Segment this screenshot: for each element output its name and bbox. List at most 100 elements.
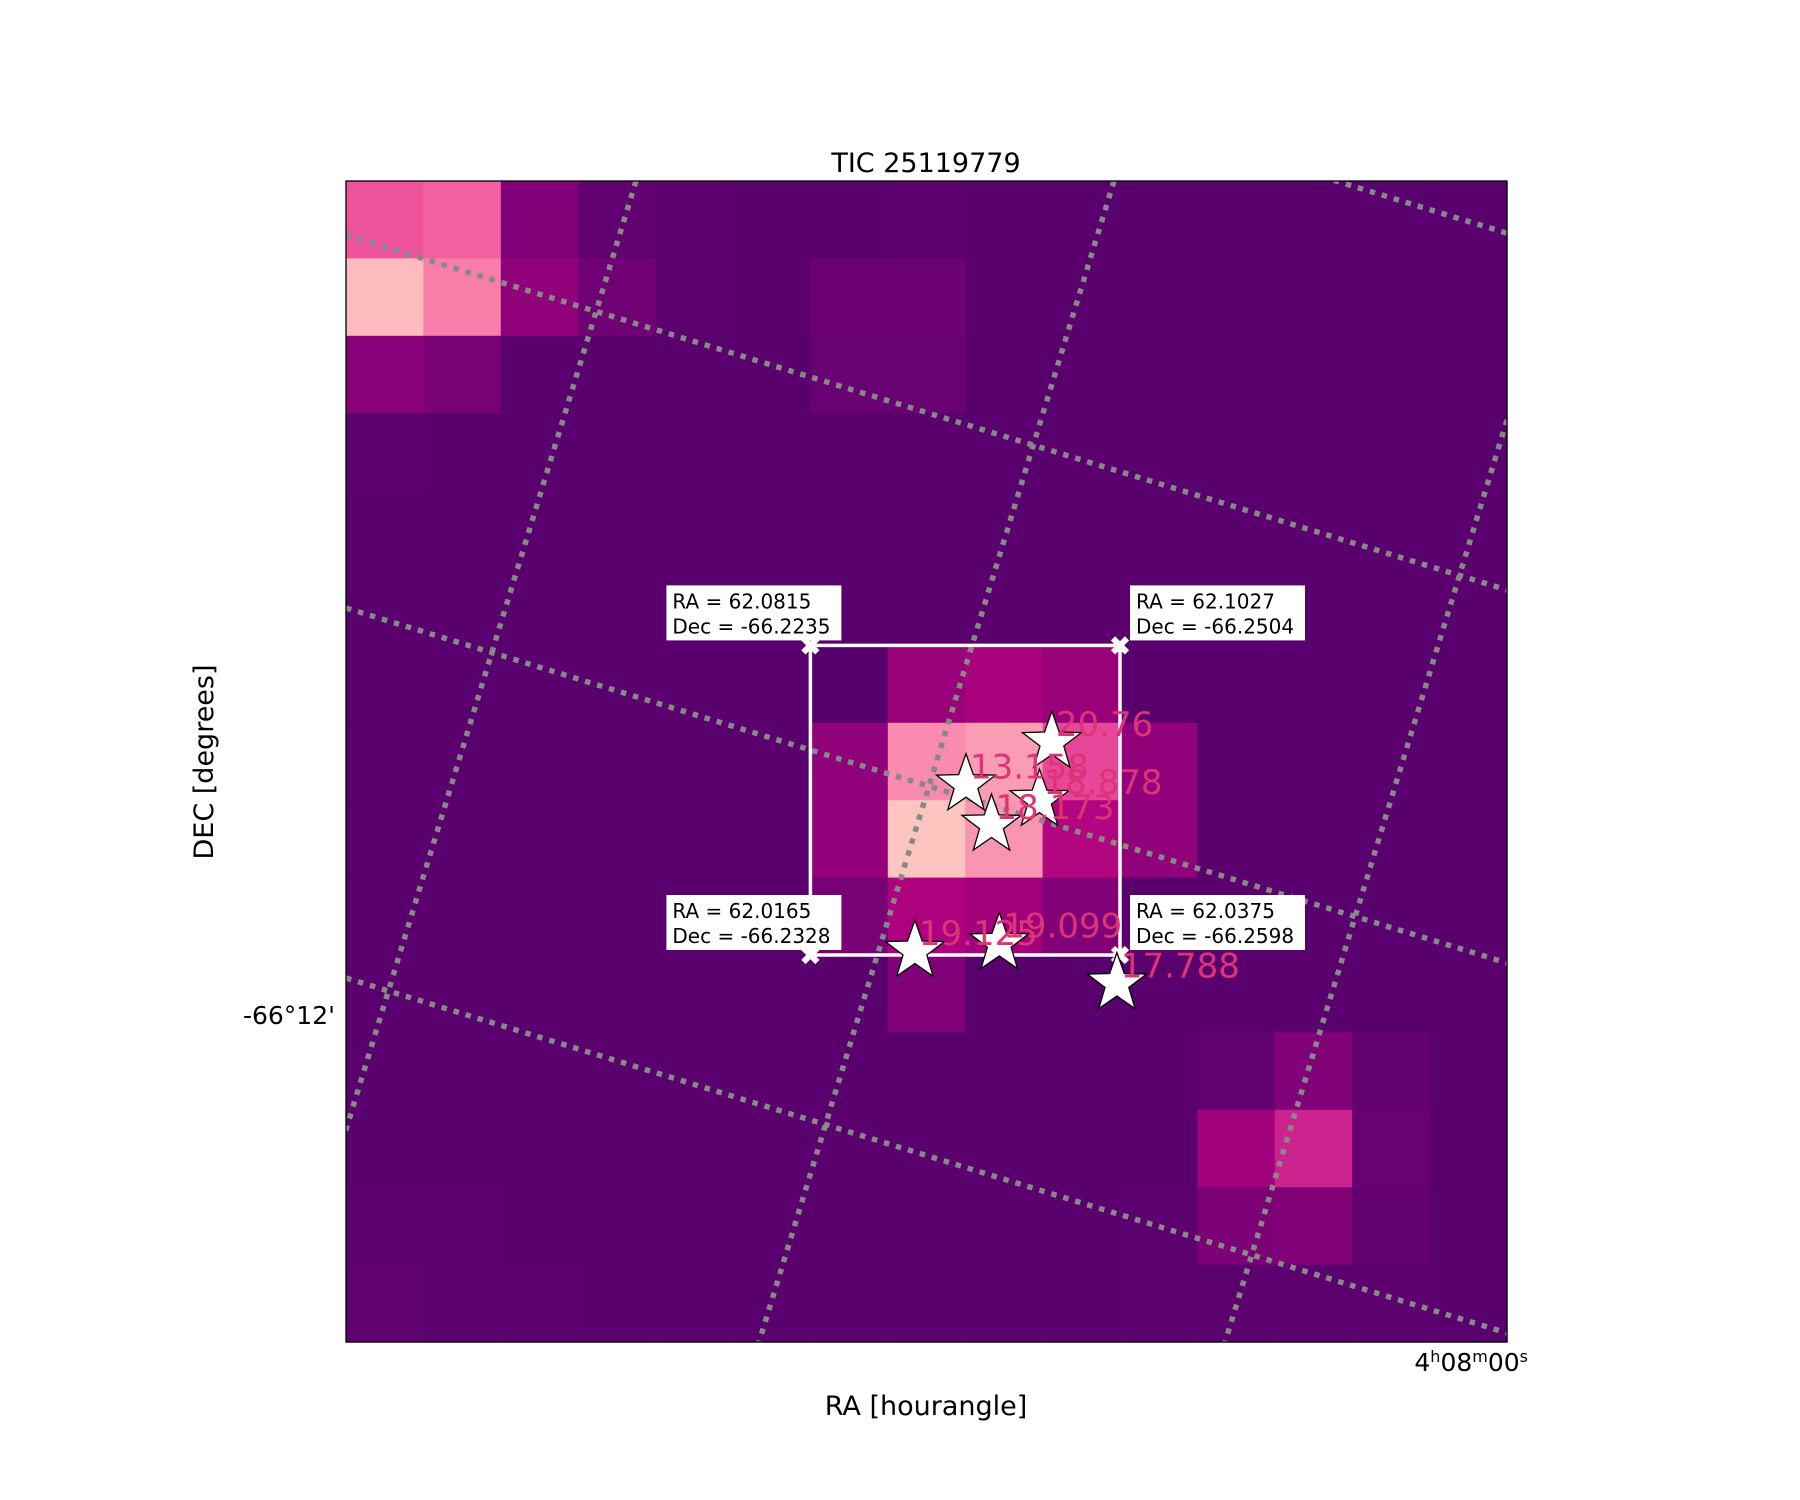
heatmap-cell [1043, 1187, 1121, 1265]
heatmap-cell [501, 1187, 579, 1265]
heatmap-cell [578, 336, 656, 414]
heatmap-cell [733, 258, 811, 336]
heatmap-cell [965, 1187, 1043, 1265]
heatmap-cell [578, 955, 656, 1033]
heatmap-cell [810, 800, 888, 878]
heatmap-cell [1197, 1110, 1275, 1188]
heatmap-cell [423, 336, 501, 414]
heatmap-cell [578, 1187, 656, 1265]
heatmap-cell [656, 723, 734, 801]
heatmap-cell [1430, 955, 1508, 1033]
heatmap-cell [656, 955, 734, 1033]
heatmap-cell [346, 800, 424, 878]
heatmap-cell [888, 181, 966, 259]
heatmap-cell [656, 1032, 734, 1110]
corner-dec-label: Dec = -66.2598 [1136, 924, 1294, 948]
heatmap-cell [1275, 800, 1353, 878]
heatmap-cell [965, 1032, 1043, 1110]
heatmap-cell [656, 1110, 734, 1188]
heatmap-cell [501, 645, 579, 723]
heatmap-cell [501, 1265, 579, 1343]
heatmap-cell [1430, 800, 1508, 878]
heatmap-cell [1120, 1265, 1198, 1343]
heatmap-cell [1352, 491, 1430, 569]
heatmap-cell [888, 568, 966, 646]
heatmap-cell [423, 723, 501, 801]
corner-dec-label: Dec = -66.2328 [672, 924, 830, 948]
corner-ra-label: RA = 62.0375 [1136, 899, 1275, 923]
corner-dec-label: Dec = -66.2235 [672, 614, 830, 638]
heatmap-cell [346, 723, 424, 801]
heatmap-cell [578, 800, 656, 878]
heatmap-cell [423, 258, 501, 336]
heatmap-cell [810, 645, 888, 723]
heatmap-cell [1275, 413, 1353, 491]
heatmap-cell [810, 413, 888, 491]
heatmap-cell [1430, 645, 1508, 723]
heatmap-cell [1275, 181, 1353, 259]
heatmap-cell [656, 1265, 734, 1343]
heatmap-cell [733, 181, 811, 259]
heatmap-cell [1352, 336, 1430, 414]
heatmap-cell [1120, 1032, 1198, 1110]
heatmap-cell [1352, 1032, 1430, 1110]
heatmap-cell [578, 568, 656, 646]
heatmap-cell [1197, 413, 1275, 491]
heatmap-cell [1430, 1110, 1508, 1188]
heatmap-cell [888, 800, 966, 878]
heatmap-cell [810, 955, 888, 1033]
heatmap-cell [810, 1187, 888, 1265]
heatmap-cell [656, 491, 734, 569]
heatmap-cell [810, 1265, 888, 1343]
heatmap-cell [501, 336, 579, 414]
heatmap-cell [1043, 1110, 1121, 1188]
heatmap-cell [346, 336, 424, 414]
x-axis-label: RA [hourangle] [825, 1391, 1028, 1422]
heatmap-cell [1043, 1032, 1121, 1110]
heatmap-cell [501, 181, 579, 259]
heatmap [346, 181, 1508, 1343]
heatmap-cell [346, 878, 424, 956]
heatmap-cell [888, 1032, 966, 1110]
heatmap-cell [1430, 258, 1508, 336]
heatmap-cell [1197, 336, 1275, 414]
heatmap-cell [1352, 955, 1430, 1033]
star-magnitude-label: 18.173 [996, 788, 1115, 828]
heatmap-cell [733, 1265, 811, 1343]
heatmap-cell [1352, 800, 1430, 878]
heatmap-cell [965, 413, 1043, 491]
heatmap-cell [1275, 955, 1353, 1033]
star-magnitude-label: 17.788 [1121, 947, 1240, 987]
heatmap-cell [1197, 723, 1275, 801]
heatmap-cell [656, 800, 734, 878]
heatmap-cell [888, 413, 966, 491]
heatmap-cell [1275, 491, 1353, 569]
heatmap-cell [1275, 336, 1353, 414]
heatmap-cell [965, 491, 1043, 569]
heatmap-cell [578, 645, 656, 723]
heatmap-cell [656, 645, 734, 723]
heatmap-cell [733, 800, 811, 878]
heatmap-cell [423, 1032, 501, 1110]
heatmap-cell [1197, 800, 1275, 878]
heatmap-cell [346, 258, 424, 336]
chart-title: TIC 25119779 [830, 148, 1020, 179]
heatmap-cell [888, 491, 966, 569]
heatmap-cell [1352, 413, 1430, 491]
heatmap-cell [501, 878, 579, 956]
heatmap-cell [346, 1110, 424, 1188]
heatmap-cell [656, 1187, 734, 1265]
heatmap-cell [423, 491, 501, 569]
heatmap-cell [423, 1110, 501, 1188]
heatmap-cell [1430, 491, 1508, 569]
heatmap-cell [1043, 1265, 1121, 1343]
heatmap-cell [1275, 258, 1353, 336]
y-tick-label: -66°12' [243, 1001, 335, 1030]
heatmap-cell [423, 1187, 501, 1265]
heatmap-cell [1197, 258, 1275, 336]
heatmap-cell [346, 1032, 424, 1110]
x-tick-label: 4h08m00s [1414, 1347, 1528, 1378]
heatmap-cell [1043, 568, 1121, 646]
heatmap-cell [578, 181, 656, 259]
heatmap-cell [501, 723, 579, 801]
